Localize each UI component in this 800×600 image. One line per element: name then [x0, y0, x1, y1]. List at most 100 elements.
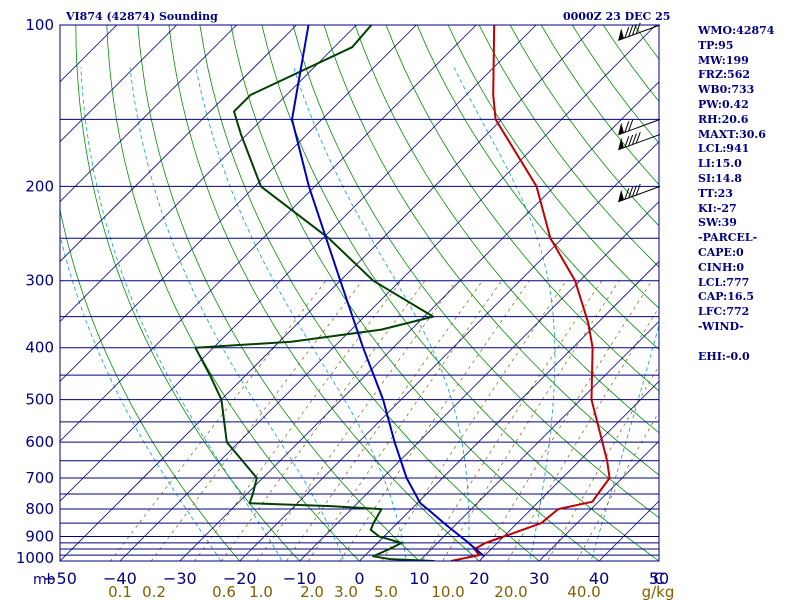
dry-adiabat: [478, 25, 659, 268]
temperature-tick-label: −10: [283, 569, 317, 588]
temperature-tick-label: 40: [589, 569, 609, 588]
pressure-tick-label: 400: [25, 339, 54, 357]
mixing-ratio-label: 1.0: [249, 583, 273, 600]
mixing-ratio-line: [194, 280, 402, 561]
mixing-ratio-line: [422, 280, 603, 561]
wind-barb-staff: [618, 118, 661, 136]
isotherm: [359, 260, 659, 561]
index-line: KI:-27: [698, 201, 737, 215]
index-line: CAPE:0: [698, 245, 744, 259]
moist-adiabat: [80, 67, 283, 561]
mixing-ratio-line: [479, 280, 653, 561]
temperature-tick-label: 0: [354, 569, 364, 588]
isotherm: [60, 25, 477, 442]
index-line: -WIND-: [698, 319, 744, 333]
dry-adiabat: [75, 25, 301, 561]
isotherms: [60, 25, 659, 561]
wind-barb-tick: [624, 26, 630, 39]
pressure-unit-label: mb: [33, 572, 56, 588]
isotherm: [60, 25, 237, 203]
isotherm: [60, 25, 357, 322]
wind-barb-flag: [618, 28, 624, 41]
dry-adiabat: [789, 25, 800, 572]
index-line: LCL:941: [698, 142, 750, 156]
temperature-tick-label: 10: [409, 569, 429, 588]
dry-adiabat: [230, 25, 600, 561]
index-line: LFC:772: [698, 305, 750, 319]
wind-barb-tick: [628, 186, 634, 199]
dry-adiabat: [416, 25, 659, 351]
index-line: TP:95: [698, 38, 734, 52]
mixing-ratio-label: 20.0: [494, 583, 527, 600]
wind-barb-tick: [635, 183, 641, 196]
temperature-line: [450, 25, 611, 561]
wind-barb-flag: [618, 137, 624, 150]
temperature-tick-label: −30: [163, 569, 197, 588]
temperature-tick-label: −50: [43, 569, 77, 588]
moist-adiabat: [590, 323, 659, 561]
dry-adiabat: [292, 25, 659, 519]
mixing-ratio-line: [110, 280, 327, 561]
isotherm: [60, 25, 118, 83]
dry-adiabats: [60, 25, 800, 572]
mixing-ratio-label: 40.0: [567, 583, 600, 600]
isotherm: [179, 81, 659, 561]
mixing-ratio-line: [256, 280, 457, 561]
temperature-tick-label: −40: [103, 569, 137, 588]
isotherm: [60, 25, 417, 382]
mixing-ratio-label: 10.0: [431, 583, 464, 600]
mixing-ratio-line: [150, 280, 363, 561]
wind-barb-tick: [631, 23, 637, 36]
sounding-lines: [194, 25, 611, 561]
mixing-ratio-label: 0.1: [108, 583, 132, 600]
isotherm: [538, 440, 659, 561]
wind-barb-flag: [618, 189, 624, 202]
wind-barbs: [618, 22, 661, 203]
wind-barb-tick: [628, 25, 634, 37]
dewpoint-line: [194, 25, 435, 561]
dry-adiabat: [261, 25, 659, 561]
index-line: LI:15.0: [698, 157, 742, 171]
mixing-ratio-line: [547, 365, 659, 561]
wind-barb-tick: [628, 134, 634, 147]
index-line: -PARCEL-: [698, 231, 758, 245]
index-line: [698, 335, 774, 350]
temperature-tick-label: 20: [469, 569, 489, 588]
index-line: TT:23: [698, 186, 733, 200]
isotherm: [60, 25, 597, 561]
index-line: CAP:16.5: [698, 290, 755, 304]
wind-barb-tick: [631, 185, 637, 197]
dry-adiabat: [354, 25, 659, 434]
pressure-tick-label: 1000: [16, 549, 54, 567]
temperature-tick-label: 30: [529, 569, 549, 588]
index-line: RH:20.6: [698, 112, 749, 126]
mixing-ratio-line: [442, 280, 620, 561]
index-line: FRZ:562: [698, 68, 751, 82]
moist-adiabat: [453, 67, 556, 561]
index-line: EHI:-0.0: [698, 349, 750, 363]
dry-adiabat: [168, 25, 480, 561]
isotherm: [60, 25, 177, 143]
index-line: SW:39: [698, 216, 737, 230]
index-line: SI:14.8: [698, 171, 742, 185]
mixing-ratio-lines: [110, 280, 659, 561]
wind-barb-tick: [631, 133, 637, 145]
pressure-tick-label: 200: [25, 177, 54, 195]
index-line: PW:0.42: [698, 97, 749, 111]
index-line: MAXT:30.6: [698, 127, 766, 141]
temperature-tick-label: 50: [649, 569, 669, 588]
mixing-ratio-unit-label: g/kg: [642, 583, 675, 600]
isotherm: [299, 201, 659, 561]
pressure-tick-label: 700: [25, 469, 54, 487]
moist-adiabat: [129, 67, 345, 561]
wind-barb-tick: [628, 119, 634, 132]
isotherm: [60, 25, 297, 263]
wind-barb-tick: [624, 188, 630, 200]
index-line: LCL:777: [698, 275, 750, 289]
pressure-tick-label: 300: [25, 272, 54, 290]
dry-adiabat: [137, 25, 420, 561]
pressure-tick-label: 100: [25, 16, 54, 34]
isotherm: [239, 141, 659, 561]
